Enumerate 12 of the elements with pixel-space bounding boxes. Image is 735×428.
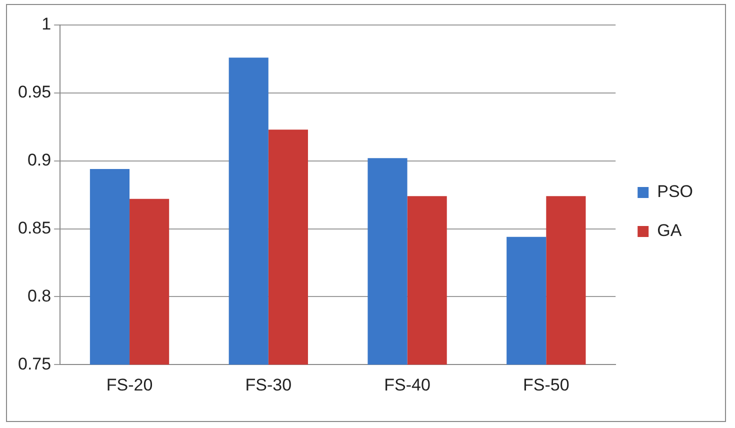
x-tick-label: FS-40: [384, 375, 430, 394]
y-tick-label: 0.8: [27, 286, 52, 306]
y-tick-label: 1: [42, 14, 52, 34]
y-tick-label: 0.85: [18, 218, 52, 238]
legend-label: GA: [657, 221, 682, 240]
x-tick-label: FS-30: [245, 375, 292, 394]
y-tick-label: 0.95: [18, 82, 52, 102]
y-tick-label: 0.75: [18, 354, 52, 374]
x-tick-label: FS-50: [523, 375, 570, 394]
x-tick-label: FS-20: [106, 375, 153, 394]
legend-label: PSO: [657, 182, 694, 202]
y-tick-label: 0.9: [27, 150, 52, 170]
